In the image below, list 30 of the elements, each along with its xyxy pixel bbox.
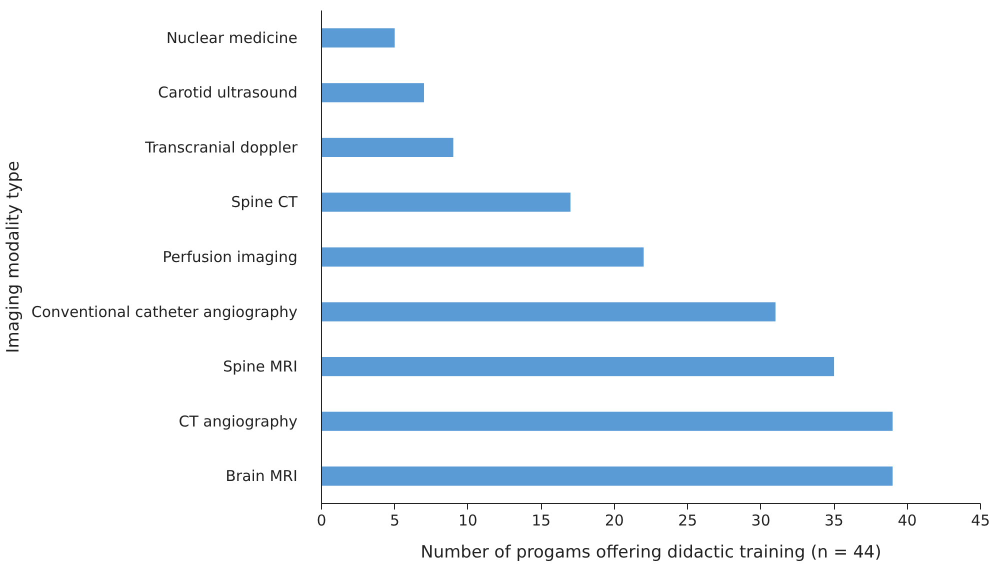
- y-tick-label: Transcranial doppler: [144, 138, 298, 156]
- x-tick-label: 15: [532, 512, 551, 530]
- x-tick-label: 30: [751, 512, 770, 530]
- x-axis-title: Number of progams offering didactic training (n = 44): [420, 542, 882, 562]
- y-tick-label: CT angiography: [178, 412, 298, 430]
- bar: [322, 138, 454, 158]
- bar: [322, 412, 893, 431]
- bar: [322, 466, 893, 486]
- bar: [322, 83, 424, 102]
- x-tick-label: 35: [824, 512, 844, 530]
- y-axis-title: Imaging modality type: [3, 160, 24, 354]
- x-tick-label: 25: [678, 512, 698, 530]
- bar: [322, 192, 570, 212]
- x-tick-label: 0: [316, 512, 326, 530]
- y-tick-label: Spine MRI: [223, 358, 298, 376]
- x-tick-label: 10: [458, 512, 478, 530]
- bar: [322, 302, 776, 322]
- x-tick-label: 20: [604, 512, 624, 530]
- y-tick-label: Perfusion imaging: [162, 248, 298, 266]
- bar: [322, 356, 834, 376]
- x-tick-label: 40: [898, 512, 917, 530]
- y-tick-label: Carotid ultrasound: [158, 84, 298, 102]
- x-tick-label: 45: [970, 512, 990, 530]
- y-tick-label: Conventional catheter angiography: [31, 302, 298, 321]
- x-tick-label: 5: [390, 512, 400, 530]
- y-tick-label: Brain MRI: [226, 467, 298, 486]
- bar: [322, 28, 395, 48]
- y-tick-label: Nuclear medicine: [166, 28, 298, 47]
- y-tick-label: Spine CT: [231, 193, 298, 212]
- bar: [322, 247, 644, 267]
